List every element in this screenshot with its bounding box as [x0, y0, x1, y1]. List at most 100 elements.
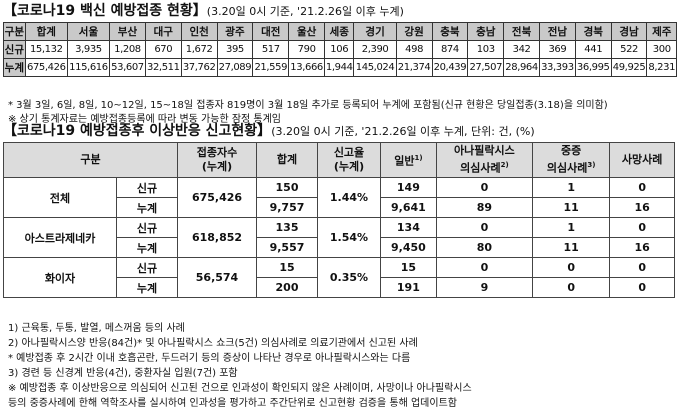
general-count: 191 [380, 277, 437, 298]
adverse-reaction-title: 【코로나19 예방접종후 이상반응 신고현황】(3.20일 0시 기준, '21… [3, 122, 535, 141]
row-sub-label: 신규 [116, 217, 178, 238]
table-row: 누계 200 191 9 0 0 [4, 277, 675, 298]
col-vaccinated: 접종자수 (누계) [177, 142, 257, 178]
vaccination-note-2: ※ 상기 통계자료는 예방접종등록에 따라 변동 가능한 잠정 통계임 [8, 114, 282, 125]
col-header: 경남 [610, 22, 648, 41]
table-cell: 28,964 [503, 58, 540, 77]
col-header: 대전 [252, 22, 290, 41]
anaphylaxis-count: 0 [435, 177, 534, 198]
adverse-reaction-table: 구분 접종자수 (누계) 합계 신고율 (누계) 일반1) 아나필락시스 의심사례2)… [3, 142, 675, 298]
col-header: 울산 [288, 22, 326, 41]
col-header: 서울 [66, 22, 111, 41]
col-report-rate: 신고율 (누계) [317, 142, 381, 178]
table-cell: 395 [216, 40, 254, 59]
general-count: 9,450 [380, 237, 437, 258]
total-count: 150 [256, 177, 318, 198]
table-header-row: 구분 접종자수 (누계) 합계 신고율 (누계) 일반1) 아나필락시스 의심사례2)… [3, 142, 675, 178]
col-death: 사망사례 [609, 142, 675, 178]
table-cell: 1,672 [180, 40, 218, 59]
col-general: 일반1) [380, 142, 437, 178]
total-count: 15 [256, 257, 318, 278]
col-anaphylaxis: 아나필락시스 의심사례2) [435, 142, 534, 178]
anaphylaxis-count: 89 [435, 197, 534, 218]
severe-count: 11 [532, 237, 611, 258]
table-cell: 103 [467, 40, 505, 59]
table-cell: 1,208 [109, 40, 146, 59]
col-header: 전북 [503, 22, 540, 41]
table-cell: 369 [538, 40, 576, 59]
table-cell: 32,511 [144, 58, 182, 77]
anaphylaxis-count: 80 [435, 237, 534, 258]
adverse-reaction-heading: 【코로나19 예방접종후 이상반응 신고현황】 [3, 123, 272, 139]
col-header: 합계 [24, 22, 68, 41]
footnote-note-2: 등의 중증사례에 한해 역학조사를 실시하여 인과성을 평가하고 주간단위로 신… [8, 398, 457, 409]
table-row: 화이자 신규 56,574 15 0.35% 15 0 0 0 [3, 257, 675, 298]
report-rate: 1.54% [317, 217, 381, 258]
table-cell: 53,607 [109, 58, 146, 77]
group-name: 전체 [3, 177, 117, 218]
table-cell: 675,426 [24, 58, 68, 77]
col-total: 합계 [256, 142, 318, 178]
severe-count: 1 [532, 177, 611, 198]
table-cell: 21,374 [395, 58, 433, 77]
death-count: 0 [609, 177, 675, 198]
table-cell: 342 [503, 40, 540, 59]
table-cell: 8,231 [646, 58, 677, 77]
general-count: 9,641 [380, 197, 437, 218]
table-row: 아스트라제네카 신규 618,852 135 1.54% 134 0 1 0 [3, 217, 675, 258]
table-cell: 20,439 [431, 58, 469, 77]
table-cell: 790 [288, 40, 326, 59]
vaccinated-count: 56,574 [177, 257, 257, 298]
table-cell: 145,024 [353, 58, 397, 77]
general-count: 149 [380, 177, 437, 198]
table-cell: 27,507 [467, 58, 505, 77]
death-count: 0 [609, 217, 675, 238]
col-header: 제주 [646, 22, 677, 41]
row-label: 누계 [3, 58, 26, 77]
death-count: 0 [609, 257, 675, 278]
report-rate: 1.44% [317, 177, 381, 218]
col-header: 경북 [574, 22, 612, 41]
severe-count: 1 [532, 217, 611, 238]
table-cell: 106 [324, 40, 355, 59]
col-header: 충북 [431, 22, 469, 41]
severe-count: 0 [532, 257, 611, 278]
col-header: 경기 [353, 22, 397, 41]
table-row: 누계 9,757 9,641 89 11 16 [4, 197, 675, 218]
table-cell: 49,925 [610, 58, 648, 77]
col-header: 부산 [109, 22, 146, 41]
col-header: 인천 [180, 22, 218, 41]
col-category: 구분 [3, 142, 178, 178]
table-cell: 13,666 [288, 58, 326, 77]
general-count: 134 [380, 217, 437, 238]
table-cell: 874 [431, 40, 469, 59]
table-header-row: 구분 합계 서울 부산 대구 인천 광주 대전 울산 세종 경기 강원 충북 충남 전북 전남 경북 경남 제주 [3, 22, 677, 41]
table-cell: 33,393 [538, 58, 576, 77]
total-count: 9,757 [256, 197, 318, 218]
table-cell: 15,132 [24, 40, 68, 59]
severe-count: 0 [532, 277, 611, 298]
table-cell: 1,944 [324, 58, 355, 77]
total-count: 9,557 [256, 237, 318, 258]
anaphylaxis-count: 0 [435, 257, 534, 278]
col-header: 충남 [467, 22, 505, 41]
col-header: 구분 [3, 22, 26, 41]
table-cell: 37,762 [180, 58, 218, 77]
total-count: 200 [256, 277, 318, 298]
footnote-note-1: ※ 예방접종 후 이상반응으로 의심되어 신고된 건으로 인과성이 확인되지 않… [8, 383, 472, 394]
table-row-new: 신규 15,132 3,935 1,208 670 1,672 395 517 790 106 2,… [3, 40, 677, 59]
row-sub-label: 신규 [116, 257, 178, 278]
row-sub-label: 누계 [116, 197, 178, 218]
table-cell: 3,935 [66, 40, 111, 59]
adverse-reaction-subtitle: (3.20일 0시 기준, '21.2.26일 이후 누계, 단위: 건, (%… [271, 125, 535, 138]
table-cell: 441 [574, 40, 612, 59]
col-header: 전남 [538, 22, 576, 41]
footnote-2-detail: * 예방접종 후 2시간 이내 호흡곤란, 두드러기 등의 증상이 나타난 경우… [8, 353, 411, 364]
group-name: 아스트라제네카 [3, 217, 117, 258]
col-header: 대구 [144, 22, 182, 41]
vaccination-status-heading: 【코로나19 백신 예방접종 현황】 [3, 3, 207, 19]
severe-count: 11 [532, 197, 611, 218]
col-severe: 중증 의심사례3) [532, 142, 611, 178]
death-count: 16 [609, 197, 675, 218]
total-count: 135 [256, 217, 318, 238]
